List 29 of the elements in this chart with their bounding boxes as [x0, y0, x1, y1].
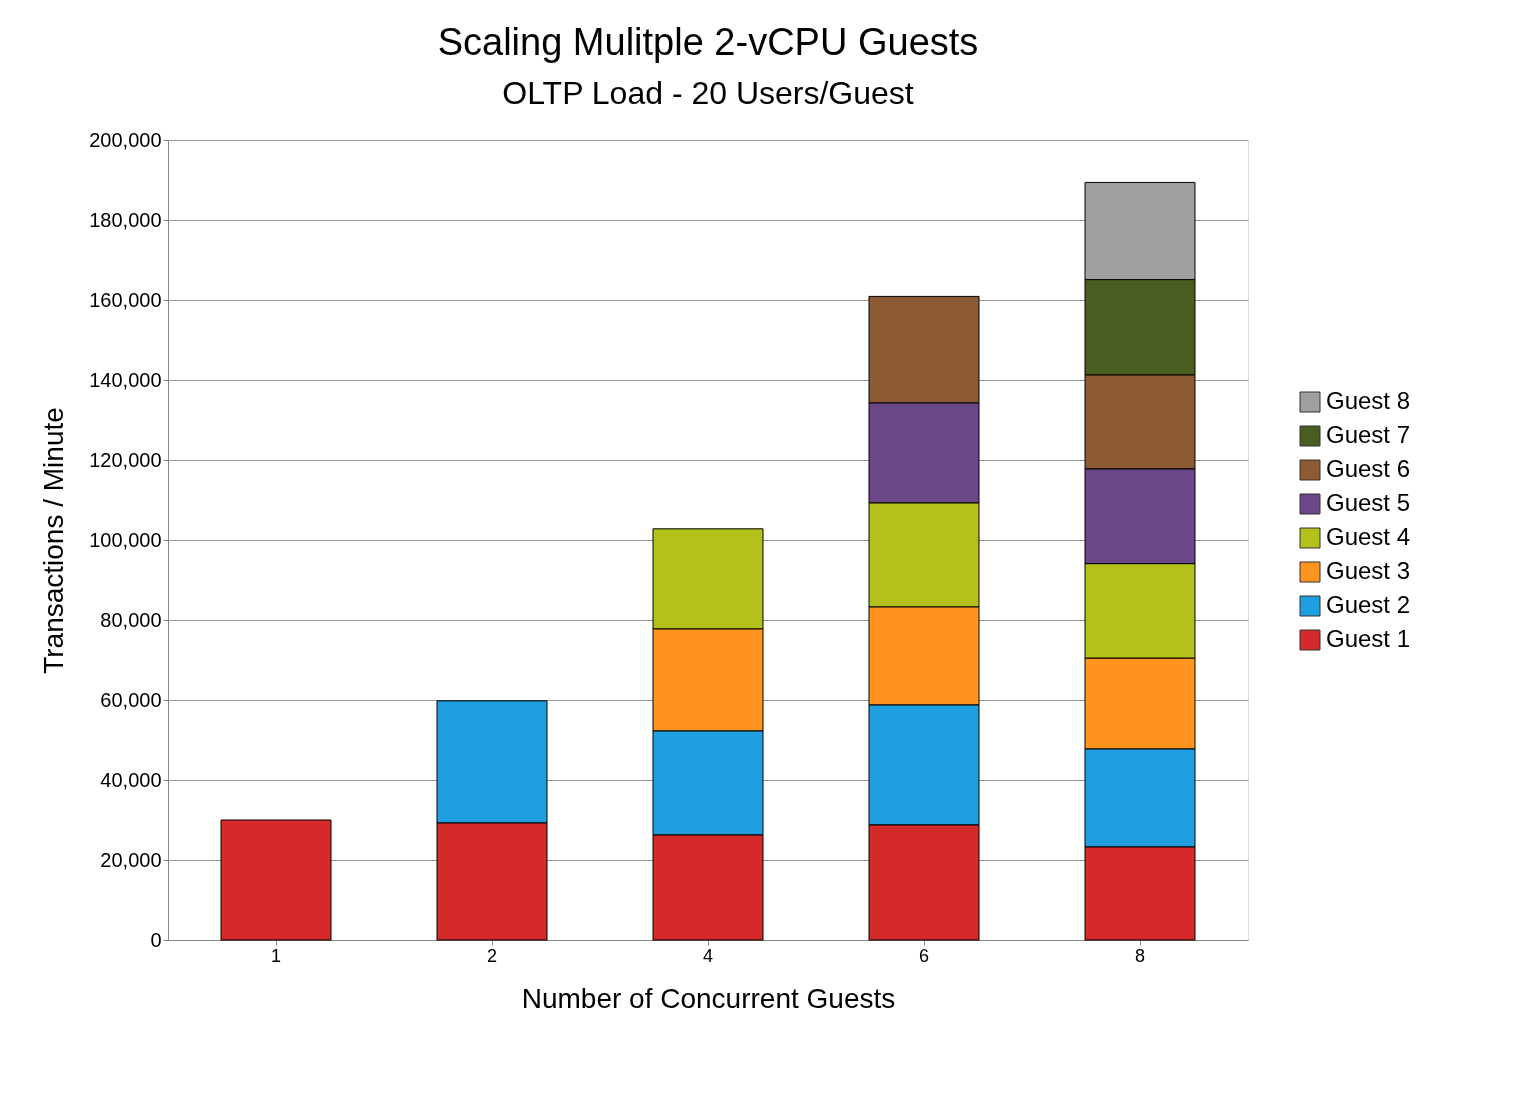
- x-tick-label: 1: [270, 945, 282, 966]
- y-tick-label: 160,000: [89, 288, 162, 311]
- y-tick-label: 120,000: [89, 448, 162, 471]
- legend-label: Guest 1: [1326, 625, 1411, 652]
- legend-label: Guest 7: [1326, 421, 1411, 448]
- legend-label: Guest 4: [1326, 523, 1411, 550]
- bar: [220, 819, 332, 941]
- y-tick-label: 80,000: [100, 608, 162, 631]
- legend-label: Guest 6: [1326, 455, 1411, 482]
- x-tick-label: 2: [486, 945, 498, 966]
- y-tick-label: 180,000: [89, 208, 162, 231]
- legend-label: Guest 8: [1326, 387, 1411, 414]
- chart-title: Scaling Mulitple 2-vCPU Guests: [437, 21, 979, 63]
- legend-label: Guest 3: [1326, 557, 1411, 584]
- y-tick-label: 60,000: [100, 688, 162, 711]
- y-tick-label: 0: [150, 928, 162, 951]
- x-tick-label: 4: [702, 945, 714, 966]
- legend-label: Guest 2: [1326, 591, 1411, 618]
- y-tick-label: 20,000: [100, 848, 162, 871]
- x-axis-title: Number of Concurrent Guests: [521, 982, 896, 1014]
- y-tick-label: 100,000: [89, 528, 162, 551]
- chart-subtitle: OLTP Load - 20 Users/Guest: [502, 75, 914, 111]
- x-tick-label: 6: [918, 945, 930, 966]
- x-tick-label: 8: [1134, 945, 1146, 966]
- y-tick-label: 200,000: [89, 128, 162, 151]
- y-axis-title: Transactions / Minute: [38, 407, 70, 674]
- legend-label: Guest 5: [1326, 489, 1411, 516]
- y-tick-label: 140,000: [89, 368, 162, 391]
- y-tick-label: 40,000: [100, 768, 162, 791]
